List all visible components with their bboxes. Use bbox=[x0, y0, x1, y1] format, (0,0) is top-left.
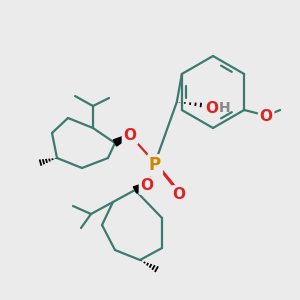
Text: O: O bbox=[260, 109, 273, 124]
Text: P: P bbox=[149, 156, 161, 174]
Text: O: O bbox=[205, 101, 218, 116]
Polygon shape bbox=[113, 134, 130, 146]
Text: H: H bbox=[219, 101, 230, 116]
Polygon shape bbox=[133, 182, 148, 193]
Text: O: O bbox=[140, 178, 154, 193]
Text: O: O bbox=[124, 128, 136, 143]
Text: O: O bbox=[172, 187, 185, 202]
